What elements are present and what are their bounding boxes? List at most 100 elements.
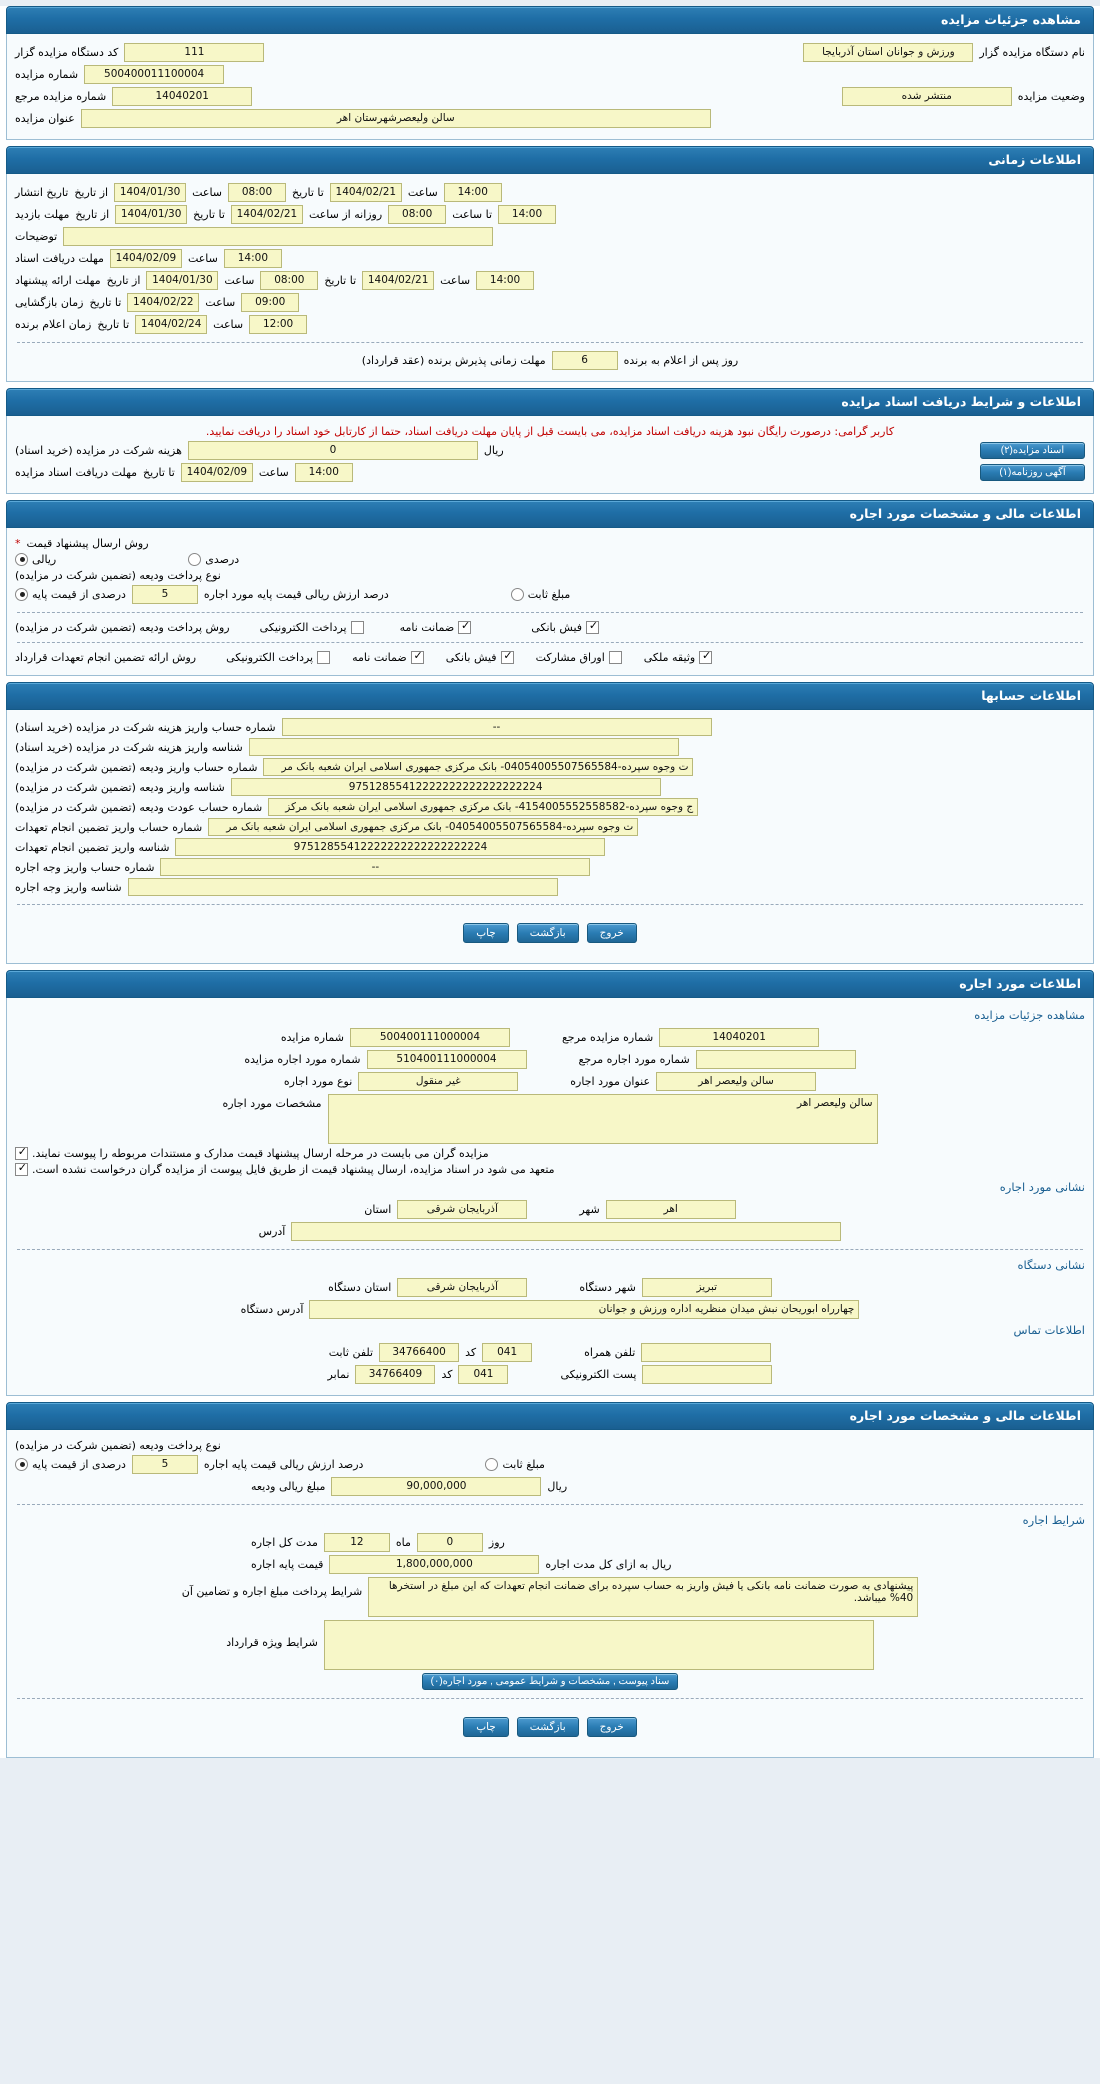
account-value[interactable]: 97512855412222222222222222224 — [230, 778, 661, 796]
radio-rent-percent-base-icon[interactable] — [15, 1458, 28, 1471]
check-guarantee-wrap[interactable]: ضمانت نامه — [400, 619, 472, 634]
check-no-attachment-wrap[interactable]: متعهد می شود در اسناد مزایده، ارسال پیشن… — [15, 1161, 555, 1176]
field-fee-amount[interactable]: 0 — [187, 441, 478, 460]
field-rent-spec[interactable]: سالن ولیعصر اهر — [327, 1094, 878, 1144]
field-terms-days[interactable]: 0 — [416, 1533, 483, 1552]
field-winner-time[interactable]: 12:00 — [249, 315, 308, 334]
field-publish-from-date[interactable]: 1404/01/30 — [114, 183, 187, 202]
field-fax-code[interactable]: 041 — [458, 1365, 509, 1384]
account-value[interactable]: ج وجوه سپرده-4154005552558582- بانک مرکز… — [268, 798, 699, 816]
field-rent-type[interactable]: غیر منقول — [358, 1072, 519, 1091]
field-device-city[interactable]: تبریز — [641, 1278, 772, 1297]
field-offer-to-date[interactable]: 1404/02/21 — [362, 271, 435, 290]
field-rent-address[interactable] — [291, 1222, 842, 1241]
field-device-address[interactable]: چهارراه ابوریحان نبش میدان منظریه اداره … — [309, 1300, 860, 1319]
field-terms-base-price[interactable]: 1,800,000,000 — [329, 1555, 540, 1574]
checkbox-property-icon[interactable] — [699, 649, 713, 664]
print-button-bottom[interactable]: چاپ — [463, 1717, 509, 1737]
field-rent-ref-no[interactable]: 14040201 — [659, 1028, 820, 1047]
account-value[interactable]: ت وجوه سپرده-04054005507565584- بانک مرک… — [208, 818, 639, 836]
checkbox-bank-receipt-icon[interactable] — [586, 619, 600, 634]
account-value[interactable] — [248, 738, 679, 756]
field-accept-days[interactable]: 6 — [551, 351, 618, 370]
checkbox-no-attachment-icon[interactable] — [15, 1161, 28, 1176]
radio-rial-wrap[interactable]: ریالی — [15, 553, 56, 566]
check-bank-receipt-wrap[interactable]: فیش بانکی — [531, 619, 600, 634]
field-mobile[interactable] — [641, 1343, 772, 1362]
field-terms-months[interactable]: 12 — [323, 1533, 390, 1552]
field-percent-value[interactable]: 5 — [131, 585, 198, 604]
field-terms-pay[interactable]: پیشنهادی به صورت ضمانت نامه بانکی یا فیش… — [368, 1577, 919, 1617]
check-electronic2-wrap[interactable]: پرداخت الکترونیکی — [226, 651, 331, 664]
radio-rent-fixed-wrap[interactable]: مبلغ ثابت — [485, 1458, 545, 1471]
field-auction-org-code[interactable]: 111 — [124, 43, 265, 62]
field-opening-date[interactable]: 1404/02/22 — [127, 293, 200, 312]
field-publish-to-date[interactable]: 1404/02/21 — [329, 183, 402, 202]
field-rent-deposit-amount[interactable]: 90,000,000 — [331, 1477, 542, 1496]
radio-option-rial-icon[interactable] — [15, 553, 28, 566]
radio-rent-fixed-icon[interactable] — [485, 1458, 499, 1471]
print-button-mid[interactable]: چاپ — [463, 923, 509, 943]
check-shares-wrap[interactable]: اوراق مشارکت — [536, 651, 622, 664]
field-rent-province[interactable]: آذربایجان شرقی — [397, 1200, 528, 1219]
field-rent-percent-value[interactable]: 5 — [131, 1455, 198, 1474]
checkbox-guarantee-icon[interactable] — [458, 619, 472, 634]
field-docs-deadline2-time[interactable]: 14:00 — [294, 463, 353, 482]
field-device-province[interactable]: آذربایجان شرقی — [397, 1278, 528, 1297]
exit-button-bottom[interactable]: خروج — [586, 1717, 637, 1737]
account-value[interactable]: -- — [281, 718, 712, 736]
field-rent-ref[interactable] — [695, 1050, 856, 1069]
checkbox-bank-receipt2-icon[interactable] — [500, 649, 514, 664]
account-value[interactable] — [127, 878, 558, 896]
field-tel[interactable]: 34766400 — [379, 1343, 460, 1362]
check-bank-receipt2-wrap[interactable]: فیش بانکی — [446, 649, 514, 664]
back-button-mid[interactable]: بازگشت — [516, 923, 579, 943]
field-rent-auction-no[interactable]: 500400111000004 — [349, 1028, 510, 1047]
attachments-button[interactable]: سناد پیوست , مشخصات و شرایط عمومی , مورد… — [421, 1673, 679, 1690]
field-publish-to-time[interactable]: 14:00 — [443, 183, 502, 202]
field-auction-ref[interactable]: 14040201 — [112, 87, 253, 106]
exit-button-mid[interactable]: خروج — [586, 923, 637, 943]
checkbox-attachments-icon[interactable] — [15, 1145, 28, 1160]
field-auction-status[interactable]: منتشر شده — [841, 87, 1012, 106]
field-terms-special[interactable] — [323, 1620, 874, 1670]
field-tel-code[interactable]: 041 — [482, 1343, 533, 1362]
field-auction-number[interactable]: 500400011100004 — [84, 65, 225, 84]
radio-percent-base-wrap[interactable]: درصدی از قیمت پایه — [15, 588, 126, 601]
field-timing-desc[interactable] — [63, 227, 494, 246]
field-rent-no[interactable]: 510400111000004 — [366, 1050, 527, 1069]
check-guarantee2-wrap[interactable]: ضمانت نامه — [352, 649, 424, 664]
field-publish-from-time[interactable]: 08:00 — [228, 183, 287, 202]
radio-fixed-wrap[interactable]: مبلغ ثابت — [510, 588, 570, 601]
radio-option-percent-base-icon[interactable] — [15, 588, 28, 601]
newspaper-ad-button[interactable]: آگهی روزنامه(۱) — [980, 464, 1085, 481]
radio-option-fixed-icon[interactable] — [510, 588, 524, 601]
field-docs-deadline2-date[interactable]: 1404/02/09 — [180, 463, 253, 482]
auction-documents-button[interactable]: اسناد مزایده(۲) — [980, 442, 1085, 459]
field-docs-deadline-time[interactable]: 14:00 — [223, 249, 282, 268]
field-offer-from-time[interactable]: 08:00 — [260, 271, 319, 290]
check-attachments-required-wrap[interactable]: مزایده گران می بایست در مرحله ارسال پیشن… — [15, 1145, 489, 1160]
radio-rent-percent-base-wrap[interactable]: درصدی از قیمت پایه — [15, 1458, 126, 1471]
check-property-wrap[interactable]: وثیقه ملکی — [644, 649, 713, 664]
field-docs-deadline-date[interactable]: 1404/02/09 — [109, 249, 182, 268]
field-email[interactable] — [642, 1365, 773, 1384]
field-auction-org-name[interactable]: ورزش و جوانان استان آذربایجا — [803, 43, 974, 62]
field-visit-daily-from[interactable]: 08:00 — [388, 205, 447, 224]
field-rent-title[interactable]: سالن ولیعصر اهر — [656, 1072, 817, 1091]
field-opening-time[interactable]: 09:00 — [241, 293, 300, 312]
field-auction-subject[interactable]: سالن ولیعصرشهرستان اهر — [80, 109, 711, 128]
field-rent-city[interactable]: اهر — [605, 1200, 736, 1219]
account-value[interactable]: 97512855412222222222222222224 — [175, 838, 606, 856]
field-winner-date[interactable]: 1404/02/24 — [135, 315, 208, 334]
field-offer-from-date[interactable]: 1404/01/30 — [146, 271, 219, 290]
checkbox-guarantee2-icon[interactable] — [410, 649, 424, 664]
checkbox-shares-icon[interactable] — [608, 651, 622, 664]
field-fax[interactable]: 34766409 — [355, 1365, 436, 1384]
checkbox-electronic-icon[interactable] — [350, 621, 364, 634]
check-electronic-wrap[interactable]: پرداخت الکترونیکی — [260, 621, 364, 634]
account-value[interactable]: -- — [160, 858, 591, 876]
radio-percent-wrap[interactable]: درصدی — [188, 553, 239, 566]
account-value[interactable]: ت وجوه سپرده-04054005507565584- بانک مرک… — [263, 758, 694, 776]
field-offer-to-time[interactable]: 14:00 — [476, 271, 535, 290]
